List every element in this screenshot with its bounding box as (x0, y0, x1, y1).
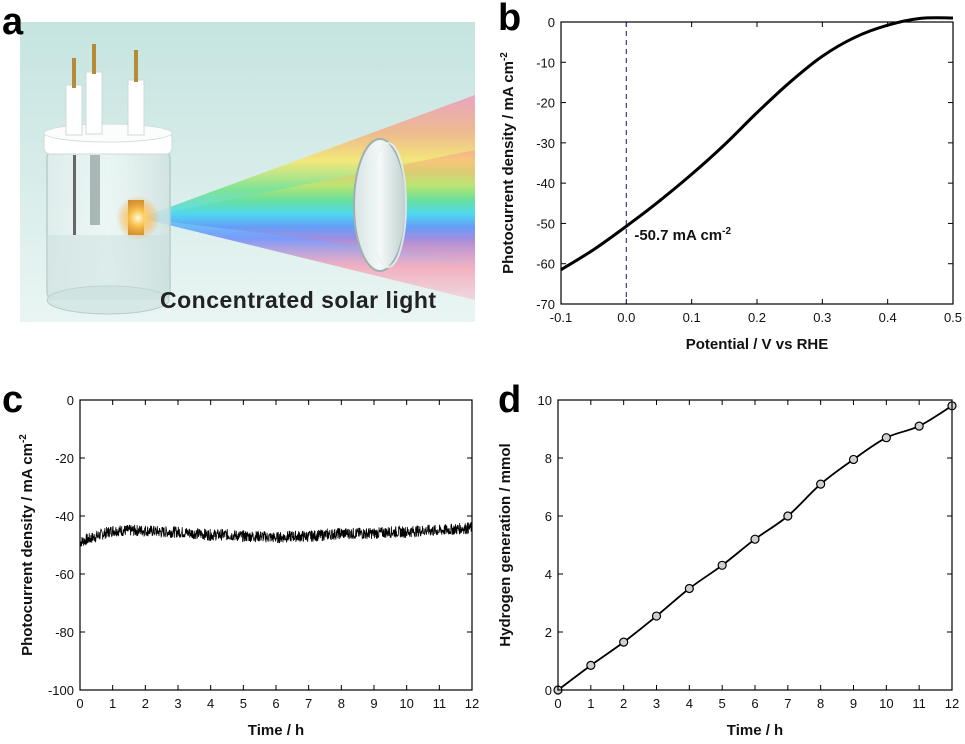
d-y-tick-label: 0 (545, 683, 552, 698)
chart-d-x-axis-label: Time / h (727, 722, 783, 739)
d-y-tick-label: 2 (545, 625, 552, 640)
c-x-tick-label: 8 (338, 696, 345, 711)
chart-d-data-point (750, 534, 760, 544)
chart-b-ticks: -0.1 0.0 0.1 0.2 0.3 0.4 0.5 0 -10 -20 -30 -40 -50 -6… (536, 15, 962, 325)
c-x-tick-label: 0 (76, 696, 83, 711)
d-x-tick-label: 0 (554, 696, 561, 711)
chart-d-data-point (684, 583, 694, 594)
d-x-tick-label: 4 (686, 696, 693, 711)
c-y-tick-label: -60 (55, 567, 74, 582)
lens-icon (353, 138, 407, 272)
b-x-tick-label: 0.4 (879, 310, 897, 325)
c-x-tick-label: 7 (305, 696, 312, 711)
c-x-tick-label: 12 (465, 696, 479, 711)
b-x-tick-label: 0.1 (683, 310, 701, 325)
panel-letter-d: d (498, 379, 521, 421)
chart-c-series-line (79, 520, 473, 547)
chart-b-series-line (560, 16, 954, 272)
chart-c: c 0 1 2 3 4 5 6 7 8 9 10 11 120-20-40-60-80-100 Time… (2, 379, 479, 739)
b-y-tick-label: -30 (536, 136, 555, 151)
panel-letter-c: c (2, 379, 23, 421)
d-x-tick-label: 3 (653, 696, 660, 711)
chart-d-data-point (816, 479, 826, 489)
chart-c-frame (79, 399, 473, 691)
d-x-tick-label: 1 (587, 696, 594, 711)
chart-b-frame (560, 21, 954, 305)
chart-b-annotation: -50.7 mA cm-2 (634, 226, 731, 244)
c-x-tick-label: 10 (399, 696, 413, 711)
c-x-tick-label: 9 (370, 696, 377, 711)
chart-b-series (560, 16, 954, 272)
d-x-tick-label: 5 (719, 696, 726, 711)
b-y-tick-label: -20 (536, 96, 555, 111)
b-x-tick-label: 0.3 (813, 310, 831, 325)
chart-c-y-axis-label: Photocurrent density / mA cm-2 (18, 434, 36, 656)
b-y-tick-label: 0 (548, 15, 555, 30)
c-x-tick-label: 4 (207, 696, 214, 711)
c-y-tick-label: -80 (55, 625, 74, 640)
c-x-tick-label: 2 (142, 696, 149, 711)
b-y-tick-label: -10 (536, 55, 555, 70)
chart-b-y-axis-label: Photocurrent density / mA cm-2 (499, 52, 517, 274)
c-y-tick-label: -40 (55, 509, 74, 524)
d-y-tick-label: 6 (545, 509, 552, 524)
c-y-tick-label: 0 (67, 393, 74, 408)
chart-d-data-point (914, 421, 924, 431)
b-x-tick-label: 0.5 (944, 310, 962, 325)
chart-d-series (553, 401, 957, 695)
d-x-tick-label: 10 (879, 696, 893, 711)
b-x-tick-label: 0.2 (748, 310, 766, 325)
d-x-tick-label: 2 (620, 696, 627, 711)
c-x-tick-label: 1 (109, 696, 116, 711)
b-x-tick-label: 0.0 (617, 310, 635, 325)
d-x-tick-label: 11 (912, 696, 926, 711)
c-x-tick-label: 3 (174, 696, 181, 711)
c-x-tick-label: 5 (240, 696, 247, 711)
chart-d-data-point (881, 433, 891, 443)
light-spot-glow (116, 196, 160, 240)
d-y-tick-label: 10 (538, 393, 552, 408)
b-y-tick-label: -50 (536, 216, 555, 231)
d-y-tick-label: 8 (545, 451, 552, 466)
b-x-tick-label: -0.1 (550, 310, 572, 325)
scene-caption: Concentrated solar light (160, 287, 437, 313)
chart-c-x-axis-label: Time / h (248, 722, 304, 739)
chart-d-data-point (783, 511, 793, 521)
chart-b: b -0.1 0.0 0.1 0.2 0.3 0.4 0.5 0 -10 -20 -30 -40 -50… (498, 0, 962, 353)
b-y-tick-label: -40 (536, 176, 555, 191)
chart-b-x-axis-label: Potential / V vs RHE (686, 336, 829, 353)
d-y-tick-label: 4 (545, 567, 552, 582)
c-y-tick-label: -20 (55, 451, 74, 466)
chart-d-series-line (557, 405, 953, 691)
c-x-tick-label: 6 (272, 696, 279, 711)
d-x-tick-label: 7 (784, 696, 791, 711)
chart-d-data-point (848, 454, 859, 465)
panel-a: Concentrated solar light (20, 22, 475, 322)
chart-d-data-point (717, 560, 727, 570)
chart-d-data-point (586, 660, 596, 670)
chart-d-data-point (651, 611, 662, 621)
b-y-tick-label: -60 (536, 257, 555, 272)
d-x-tick-label: 9 (850, 696, 857, 711)
d-x-tick-label: 12 (945, 696, 959, 711)
c-x-tick-label: 11 (433, 696, 447, 711)
chart-d-frame (557, 399, 953, 691)
chart-c-ticks: 0 1 2 3 4 5 6 7 8 9 10 11 120-20-40-60-80-100 (48, 393, 479, 711)
chart-d-y-axis-label: Hydrogen generation / mmol (497, 443, 514, 646)
panel-letter-a: a (2, 1, 24, 43)
d-x-tick-label: 6 (751, 696, 758, 711)
panel-letter-b: b (498, 0, 521, 39)
d-x-tick-label: 8 (817, 696, 824, 711)
chart-d-data-point (619, 637, 629, 647)
b-y-tick-label: -70 (536, 297, 555, 312)
chart-c-series (79, 520, 473, 547)
c-y-tick-label: -100 (48, 683, 74, 698)
